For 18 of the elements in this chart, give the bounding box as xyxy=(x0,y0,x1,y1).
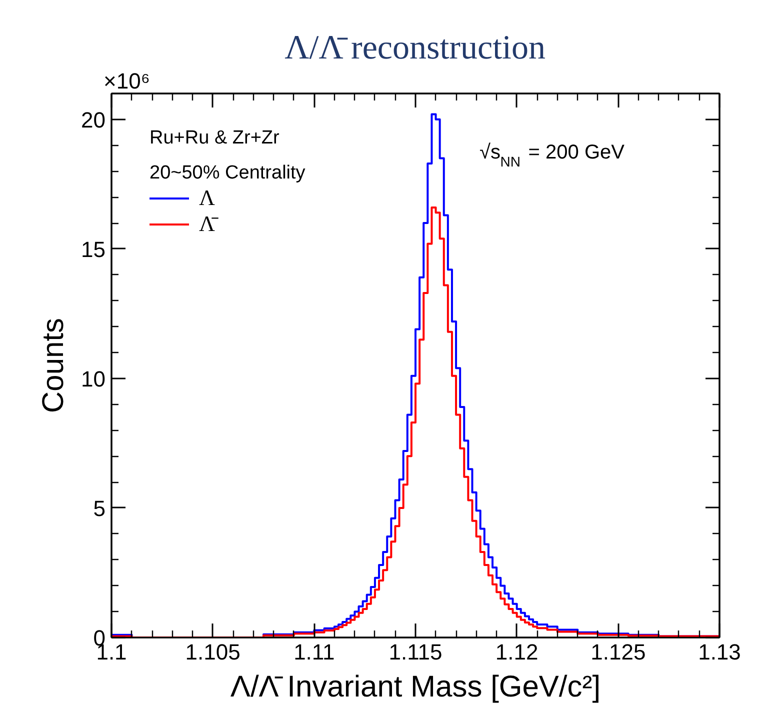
x-axis-title: Λ/Λ̄ Invariant Mass [GeV/c²] xyxy=(230,670,601,704)
y-tick-label: 10 xyxy=(81,366,106,392)
x-tick-label: 1.115 xyxy=(388,640,442,664)
x-tick-label: 1.125 xyxy=(590,640,646,664)
y-tick-label: 20 xyxy=(81,107,106,132)
annotation: ×10⁶ xyxy=(104,68,150,94)
y-axis-title: Counts xyxy=(37,318,70,414)
x-tick-label: 1.13 xyxy=(698,640,741,664)
y-tick-label: 15 xyxy=(81,236,106,262)
chart-title: Λ/Λ̄ reconstruction xyxy=(284,30,546,66)
x-tick-label: 1.12 xyxy=(495,640,538,664)
x-tick-label: 1.105 xyxy=(185,640,240,664)
annotation: 20~50% Centrality xyxy=(150,162,306,184)
y-tick-label: 5 xyxy=(93,496,106,521)
x-tick-label: 1.11 xyxy=(294,640,335,664)
legend-label: Λ xyxy=(199,185,216,211)
annotation: Ru+Ru & Zr+Zr xyxy=(150,128,280,148)
legend-label: Λ̄ xyxy=(199,211,219,237)
